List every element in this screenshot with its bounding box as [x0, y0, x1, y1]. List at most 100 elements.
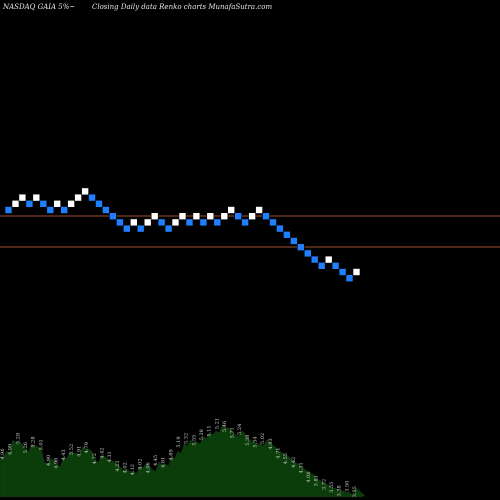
chart-header-right: Closing Daily data Renko charts MunafaSu… — [92, 3, 272, 11]
renko-brick-down — [88, 193, 96, 202]
renko-brick-up — [248, 212, 256, 220]
renko-brick-up — [178, 212, 187, 220]
volume-value-label: 5.24 — [237, 424, 243, 435]
volume-value-label: 4.31 — [298, 462, 304, 473]
renko-brick-down — [157, 218, 166, 227]
volume-value-label: 4.22 — [115, 460, 121, 471]
renko-brick-down — [303, 249, 312, 258]
renko-brick-down — [331, 261, 340, 270]
volume-value-label: 5.55 — [191, 435, 197, 446]
volume-value-label: 5.38 — [245, 435, 251, 446]
renko-brick-down — [290, 237, 298, 245]
renko-brick-up — [11, 200, 20, 208]
volume-value-label: 4.42 — [291, 457, 297, 468]
volume-value-label: 4.06 — [306, 471, 312, 482]
renko-bricks — [4, 187, 361, 283]
renko-brick-down — [234, 212, 242, 220]
renko-brick-down — [116, 218, 124, 227]
volume-value-label: 4.96 — [54, 458, 60, 469]
volume-value-label: 4.96 — [0, 448, 6, 459]
volume-value-label: 4.79 — [84, 442, 90, 453]
volume-value-label: 4.72 — [92, 453, 98, 464]
renko-brick-down — [185, 218, 194, 227]
renko-brick-down — [241, 218, 249, 227]
renko-brick-up — [67, 200, 75, 208]
renko-brick-down — [164, 224, 173, 233]
renko-brick-up — [32, 193, 41, 202]
volume-value-label: 5.32 — [184, 433, 190, 444]
renko-brick-down — [213, 218, 222, 227]
renko-brick-up — [171, 218, 180, 227]
renko-brick-down — [136, 224, 145, 233]
volume-value-label: 4.31 — [107, 451, 113, 462]
renko-brick-down — [276, 224, 284, 233]
renko-brick-up — [220, 212, 229, 220]
renko-brick-down — [345, 274, 354, 283]
renko-brick-up — [206, 212, 215, 220]
renko-brick-down — [199, 218, 208, 227]
renko-brick-down — [310, 255, 319, 264]
volume-value-label: 4.93 — [268, 438, 274, 449]
renko-brick-down — [123, 224, 131, 233]
renko-brick-up — [81, 187, 89, 196]
renko-brick-up — [130, 218, 138, 227]
chart-header-left: NASDAQ GAIA 5%~ — [2, 3, 75, 11]
volume-value-label: 5.71 — [230, 427, 236, 438]
renko-brick-down — [95, 200, 103, 208]
volume-value-label: 3.35 — [352, 486, 358, 497]
renko-brick-down — [102, 206, 110, 214]
volume-value-label: 4.99 — [8, 444, 14, 455]
renko-brick-up — [74, 193, 82, 202]
renko-brick-up — [18, 193, 27, 202]
volume-value-label: 5.11 — [207, 425, 213, 436]
volume-value-label: 4.42 — [100, 448, 106, 459]
volume-value-label: 5.19 — [176, 436, 182, 447]
volume-value-label: 5.38 — [199, 429, 205, 440]
renko-brick-up — [150, 212, 159, 220]
volume-area: 4.96 4.995.285.265.28 5.014.90 4.964.43 5.52… — [0, 418, 366, 498]
volume-value-label: 4.02 — [138, 459, 144, 470]
volume-value-label: 4.91 — [77, 446, 83, 457]
renko-brick-down — [262, 212, 270, 220]
volume-value-label: 4.89 — [168, 449, 174, 460]
renko-brick-down — [46, 206, 55, 214]
volume-value-label: 5.46 — [222, 421, 228, 432]
renko-brick-down — [283, 231, 291, 239]
volume-value-label: 3.72 — [321, 479, 327, 490]
renko-brick-down — [109, 212, 117, 220]
volume-value-label: 3.38 — [337, 485, 343, 496]
volume-value-label: 5.28 — [31, 436, 37, 447]
volume-value-label: 4.12 — [130, 464, 136, 475]
volume-value-label: 5.01 — [38, 439, 44, 450]
volume-value-label: 5.02 — [260, 433, 266, 444]
volume-value-label: 5.52 — [69, 444, 75, 455]
renko-brick-down — [4, 206, 13, 214]
renko-brick-down — [317, 261, 326, 270]
renko-brick-up — [143, 218, 152, 227]
volume-value-label: 4.02 — [122, 462, 128, 473]
renko-brick-up — [324, 255, 333, 264]
volume-value-label: 4.90 — [46, 455, 52, 466]
volume-value-label: 3.55 — [329, 482, 335, 493]
renko-brick-up — [53, 200, 62, 208]
renko-brick-up — [255, 206, 263, 214]
volume-value-label: 4.43 — [61, 449, 67, 460]
volume-value-label: 4.71 — [276, 448, 282, 459]
renko-brick-down — [39, 200, 48, 208]
volume-area-fill — [0, 424, 366, 498]
renko-brick-down — [60, 206, 69, 214]
renko-brick-down — [269, 218, 277, 227]
renko-brick-down — [25, 200, 34, 208]
renko-brick-up — [192, 212, 201, 220]
volume-value-label: 4.55 — [283, 453, 289, 464]
renko-brick-up — [352, 268, 361, 276]
renko-brick-up — [227, 206, 235, 214]
volume-value-label: 4.81 — [161, 457, 167, 468]
renko-brick-down — [296, 243, 305, 251]
volume-value-label: 3.50 — [344, 481, 350, 492]
volume-value-label: 5.28 — [15, 433, 21, 444]
volume-value-label: 5.21 — [214, 418, 220, 429]
volume-value-label: 4.06 — [145, 462, 151, 473]
